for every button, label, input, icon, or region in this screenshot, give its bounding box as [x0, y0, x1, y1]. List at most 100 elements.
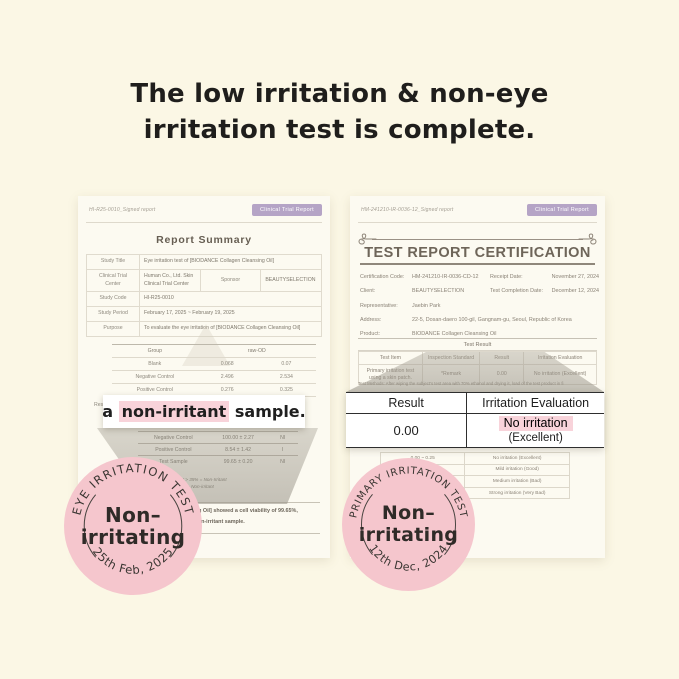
- report-file-label: HM-241210-IR-0036-12_Signed report: [361, 207, 454, 213]
- list-item: Product: BIODANCE Collagen Cleansing Oil: [360, 331, 599, 338]
- summary-value: Eye irritation test of [BIODANCE Collage…: [139, 254, 322, 270]
- page-title: The low irritation & non-eye irritation …: [0, 76, 679, 148]
- raw-od-table: Group raw-OD Blank 0.068 0.07 Negative C…: [112, 344, 316, 397]
- info-label: Product:: [360, 331, 381, 337]
- summary-label: Study Title: [86, 254, 140, 270]
- conclusion-line: ansing Oil] showed a cell viability of 9…: [184, 508, 298, 514]
- clinical-trial-report-badge: Clinical Trial Report: [527, 204, 597, 216]
- summary-label: Study Period: [86, 306, 140, 322]
- report-header: HM-241210-IR-0036-12_Signed report Clini…: [361, 204, 597, 216]
- certificate-title: TEST REPORT CERTIFICATION: [360, 245, 595, 265]
- table-cell: NI: [267, 455, 298, 467]
- result-callout: Result Irritation Evaluation 0.00 No irr…: [346, 392, 604, 448]
- summary-value: To evaluate the eye irritation of [BIODA…: [139, 320, 322, 337]
- page-title-line-1: The low irritation & non-eye: [130, 79, 549, 109]
- primary-irritation-stamp: PRIMARY IRRITATION TEST 12th Dec, 2024 N…: [342, 458, 475, 591]
- ornament-rule: [372, 239, 583, 240]
- table-row: Group raw-OD: [112, 344, 316, 358]
- stamp-line: irritating: [80, 525, 186, 549]
- table-row: Positive Control 8.54 ± 1.42 I: [138, 443, 298, 456]
- callout-evaluation-value: No irritation (Excellent): [467, 414, 604, 447]
- info-value: November 27, 2024: [551, 274, 599, 280]
- list-item: Client: BEAUTYSELECTION Test Completion …: [360, 288, 599, 295]
- column-header: Result: [479, 350, 525, 366]
- table-cell: I: [267, 443, 298, 456]
- table-cell: 0.07: [256, 357, 316, 371]
- info-label: Test Completion Date:: [490, 288, 544, 295]
- table-cell: NI: [267, 431, 298, 444]
- scale-evaluation: No irritation (Excellent): [464, 452, 570, 465]
- table-cell: 0.068: [197, 357, 257, 371]
- stamp-line: Non–: [105, 502, 161, 527]
- table-row: Study Title Eye irritation test of [BIOD…: [86, 254, 322, 270]
- evaluation-highlight: No irritation: [498, 415, 573, 432]
- methods-note: Test Methods: After wiping the subject's…: [358, 381, 564, 386]
- table-cell: Negative Control: [112, 370, 198, 384]
- table-cell: 100.00 ± 2.27: [208, 431, 268, 444]
- table-cell: Negative Control: [138, 431, 209, 444]
- table-cell: 2.534: [256, 370, 316, 384]
- summary-value: Human Co., Ltd. Skin Clinical Trial Cent…: [139, 268, 201, 293]
- info-value: Jaebin Park: [412, 302, 441, 309]
- info-value: BIODANCE Collagen Cleansing Oil: [412, 331, 497, 337]
- info-label: Representative:: [360, 302, 398, 309]
- summary-label: Study Code: [86, 291, 140, 308]
- stamp-seal-icon: PRIMARY IRRITATION TEST 12th Dec, 2024: [342, 458, 475, 591]
- stamp-line: irritating: [358, 523, 459, 546]
- info-label: Receipt Date:: [490, 274, 523, 280]
- callout-evaluation-header: Irritation Evaluation: [467, 393, 604, 414]
- table-row: Study Code HI-R25-0010: [86, 291, 322, 308]
- info-label: Address:: [360, 316, 382, 323]
- info-value: 22-5, Dosan-daero 100-gil, Gangnam-gu, S…: [412, 316, 572, 323]
- summary-value: BEAUTYSELECTION: [260, 268, 322, 293]
- callout-result-header: Result: [346, 393, 468, 414]
- summary-label: Purpose: [86, 320, 140, 337]
- table-row: Negative Control 2.496 2.534: [112, 370, 316, 384]
- report-header: HI-R25-0010_Signed report Clinical Trial…: [89, 204, 322, 216]
- column-header: Test Item: [358, 350, 423, 366]
- test-result-table: Test Item Inspection Standard Result Irr…: [358, 350, 597, 386]
- report-file-label: HI-R25-0010_Signed report: [89, 207, 156, 213]
- callout-result-value: 0.00: [346, 414, 468, 447]
- test-result-title: Test Result: [358, 338, 597, 351]
- flourish-icon: [578, 233, 597, 245]
- table-row: Study Period February 17, 2025 ~ Februar…: [86, 306, 322, 322]
- column-header: Inspection Standard: [421, 350, 481, 366]
- table-cell: Positive Control: [138, 443, 209, 456]
- callout-highlight: non-irritant: [118, 401, 230, 422]
- summary-label: Sponsor: [199, 268, 262, 293]
- info-value: December 12, 2024: [551, 288, 599, 295]
- table-cell: 8.54 ± 1.42: [208, 443, 268, 456]
- stamp-center-text: Non– irritating: [342, 458, 475, 591]
- info-label: Certification Code:: [360, 274, 405, 280]
- header-divider: [358, 222, 597, 223]
- scale-evaluation: Mild irritation (Good): [464, 463, 570, 477]
- table-row: Positive Control 0.276 0.325: [112, 383, 316, 397]
- table-cell: 99.65 ± 0.20: [208, 455, 268, 467]
- list-item: Certification Code: HM-241210-IR-0036-CD…: [360, 274, 599, 281]
- table-row: Test Item Inspection Standard Result Irr…: [358, 350, 597, 366]
- info-label: Client:: [360, 288, 376, 295]
- non-irritant-callout: a non-irritant sample.: [102, 395, 306, 428]
- stamp-line: Non–: [381, 502, 436, 525]
- list-item: Address: 22-5, Dosan-daero 100-gil, Gang…: [360, 317, 599, 324]
- table-cell: 2.496: [197, 370, 257, 384]
- callout-text: sample.: [229, 402, 306, 421]
- result-row-label: Result: [94, 402, 109, 408]
- eye-irritation-stamp: EYE IRRITATION TEST 25th Feb, 2025 Non– …: [64, 457, 202, 595]
- info-value: HM-241210-IR-0036-CD-12: [412, 274, 479, 280]
- scale-evaluation: Medium irritation (Bad): [464, 475, 570, 488]
- table-row: Blank 0.068 0.07: [112, 357, 316, 371]
- table-row: Purpose To evaluate the eye irritation o…: [86, 320, 322, 337]
- flourish-icon: [358, 233, 377, 245]
- column-header: Group: [112, 344, 198, 358]
- stamp-center-text: Non– irritating: [64, 457, 202, 595]
- certificate-info-list: Certification Code: HM-241210-IR-0036-CD…: [360, 274, 599, 345]
- summary-value: February 17, 2025 ~ February 19, 2025: [139, 306, 322, 322]
- column-header: raw-OD: [197, 344, 316, 358]
- eye-irritation-report: HI-R25-0010_Signed report Clinical Trial…: [78, 196, 330, 558]
- scale-evaluation: Strong irritation (Very Bad): [464, 486, 570, 500]
- summary-value: HI-R25-0010: [139, 291, 322, 308]
- evaluation-sub: (Excellent): [508, 432, 563, 445]
